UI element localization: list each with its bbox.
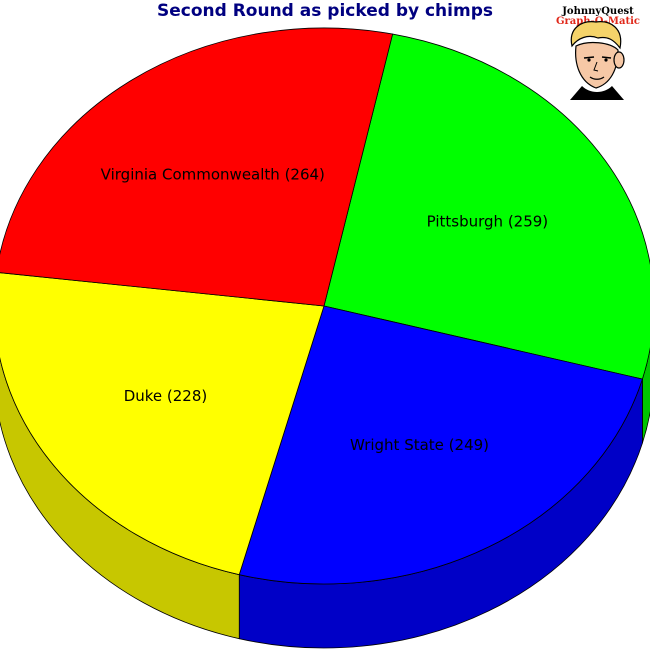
pie-slice-virginia-commonwealth bbox=[0, 27, 394, 307]
pie-slice-duke bbox=[0, 272, 325, 576]
pie-label-wright-state: Wright State (249) bbox=[350, 436, 489, 454]
cartoon-boy-face-icon bbox=[570, 21, 625, 100]
pie-label-pittsburgh: Pittsburgh (259) bbox=[427, 213, 549, 231]
logo-text-line-1: JohnnyQuest bbox=[562, 6, 634, 17]
chart-title: Second Round as picked by chimps bbox=[156, 1, 493, 21]
pie-label-virginia-commonwealth: Virginia Commonwealth (264) bbox=[101, 165, 325, 183]
pie-slice-wright-state bbox=[238, 305, 643, 585]
pie-top-layer bbox=[0, 27, 650, 585]
pie-slice-pittsburgh bbox=[323, 33, 650, 380]
graph-o-matic-logo: JohnnyQuest Graph-O-Matic bbox=[548, 2, 648, 100]
pie-label-duke: Duke (228) bbox=[124, 387, 208, 405]
pie-labels-layer: Pittsburgh (259) Wright State (249) Duke (… bbox=[101, 165, 548, 454]
